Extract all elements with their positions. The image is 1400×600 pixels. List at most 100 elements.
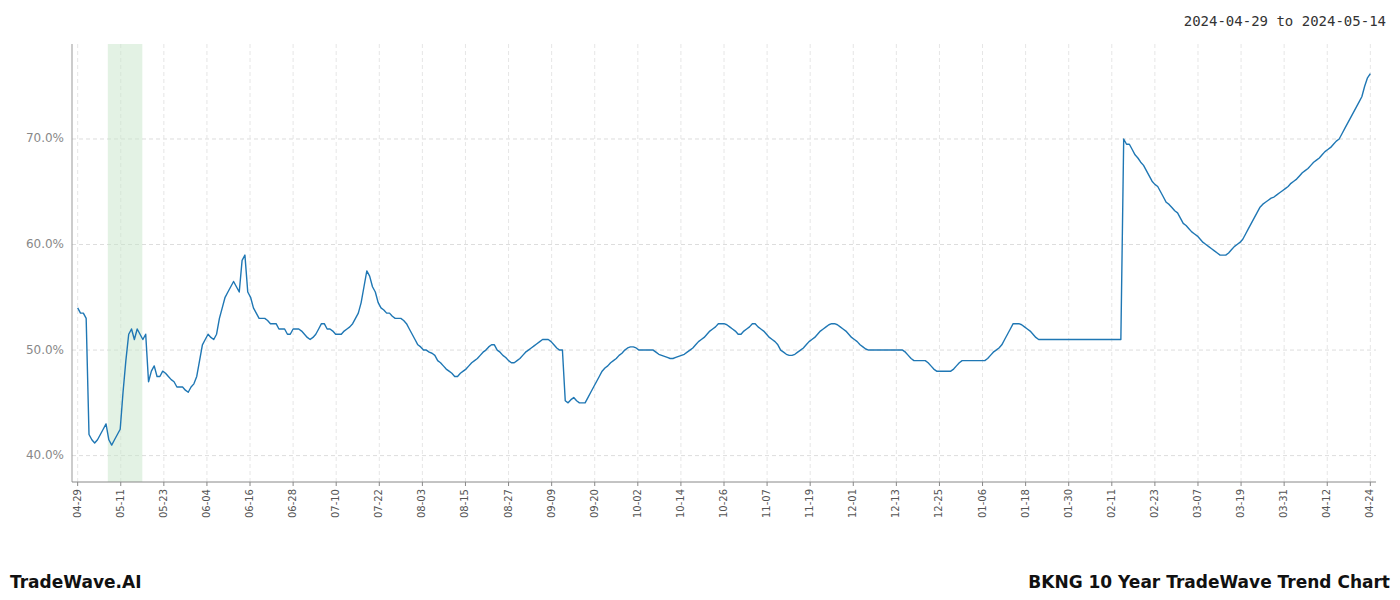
texts: 2024-04-29 to 2024-05-14 BKNG 10 Year Tra… [10, 13, 1390, 592]
x-tick-label: 12-13 [890, 489, 901, 518]
x-tick-label: 06-16 [244, 489, 255, 518]
x-grid-line [982, 44, 983, 482]
x-grid-line [939, 44, 940, 482]
x-tick [680, 482, 681, 486]
y-tick-label: 70.0% [26, 131, 64, 145]
x-grid-line [379, 44, 380, 482]
x-grid-line [1025, 44, 1026, 482]
highlight-band [108, 44, 142, 482]
axes: 40.0%50.0%60.0%70.0%04-2905-1105-2306-04… [26, 44, 1376, 518]
x-grid-line [422, 44, 423, 482]
title: BKNG 10 Year TradeWave Trend Chart [1028, 572, 1390, 592]
x-grid-line [767, 44, 768, 482]
x-grid-line [508, 44, 509, 482]
x-tick-label: 03-07 [1192, 489, 1203, 518]
x-grid-line [1111, 44, 1112, 482]
x-tick [1370, 482, 1371, 486]
x-tick [1327, 482, 1328, 486]
x-tick-label: 10-26 [718, 489, 729, 518]
x-tick [77, 482, 78, 486]
chart: 40.0%50.0%60.0%70.0%04-2905-1105-2306-04… [0, 0, 1400, 600]
x-tick [250, 482, 251, 486]
x-grid-line [1327, 44, 1328, 482]
x-tick-label: 12-01 [847, 489, 858, 518]
grid [72, 44, 1376, 482]
x-grid-line [637, 44, 638, 482]
x-tick-label: 11-07 [761, 489, 772, 518]
x-tick-label: 10-02 [632, 489, 643, 518]
x-tick [896, 482, 897, 486]
x-grid-line [1241, 44, 1242, 482]
x-tick [724, 482, 725, 486]
x-grid-line [1197, 44, 1198, 482]
x-tick-label: 09-09 [546, 489, 557, 518]
x-tick-label: 08-27 [503, 489, 514, 518]
x-tick-label: 05-11 [115, 489, 126, 518]
x-tick [1111, 482, 1112, 486]
x-tick [637, 482, 638, 486]
x-tick [594, 482, 595, 486]
x-tick [465, 482, 466, 486]
x-tick-label: 04-24 [1364, 489, 1375, 518]
x-tick [293, 482, 294, 486]
x-tick-label: 08-15 [459, 489, 470, 518]
x-tick-label: 02-11 [1106, 489, 1117, 518]
x-grid-line [465, 44, 466, 482]
x-tick-label: 01-30 [1063, 489, 1074, 518]
x-grid-line [206, 44, 207, 482]
x-grid-line [163, 44, 164, 482]
x-tick [982, 482, 983, 486]
x-tick [508, 482, 509, 486]
y-axis-line [72, 44, 73, 482]
x-grid-line [594, 44, 595, 482]
x-grid-line [250, 44, 251, 482]
x-tick [1197, 482, 1198, 486]
x-tick [551, 482, 552, 486]
x-tick [939, 482, 940, 486]
trend-line [78, 74, 1371, 446]
background [0, 0, 1400, 600]
x-grid-line [680, 44, 681, 482]
x-grid-line [551, 44, 552, 482]
y-tick-label: 40.0% [26, 448, 64, 462]
x-grid-line [77, 44, 78, 482]
x-grid-line [896, 44, 897, 482]
x-tick [853, 482, 854, 486]
x-tick-label: 01-06 [977, 489, 988, 518]
x-tick [336, 482, 337, 486]
x-tick [163, 482, 164, 486]
x-tick-label: 08-03 [416, 489, 427, 518]
x-tick [1241, 482, 1242, 486]
y-grid-line [72, 455, 1376, 456]
x-tick-label: 10-14 [675, 489, 686, 518]
x-tick-label: 01-18 [1020, 489, 1031, 518]
x-tick [206, 482, 207, 486]
x-tick-label: 05-23 [158, 489, 169, 518]
x-tick-label: 07-10 [330, 489, 341, 518]
plot-area [78, 44, 1371, 482]
x-grid-line [724, 44, 725, 482]
x-tick [810, 482, 811, 486]
x-grid-line [810, 44, 811, 482]
x-tick [767, 482, 768, 486]
x-grid-line [336, 44, 337, 482]
x-tick-label: 02-23 [1149, 489, 1160, 518]
x-grid-line [1284, 44, 1285, 482]
y-grid-line [72, 244, 1376, 245]
subtitle: 2024-04-29 to 2024-05-14 [1184, 13, 1386, 29]
x-tick [1154, 482, 1155, 486]
x-tick-label: 06-04 [201, 489, 212, 518]
x-tick-label: 09-20 [589, 489, 600, 518]
x-grid-line [293, 44, 294, 482]
x-tick [379, 482, 380, 486]
x-tick [422, 482, 423, 486]
x-tick-label: 12-25 [933, 489, 944, 518]
x-grid-line [1370, 44, 1371, 482]
x-grid-line [853, 44, 854, 482]
x-tick [1025, 482, 1026, 486]
x-tick [120, 482, 121, 486]
x-grid-line [1068, 44, 1069, 482]
page: {"chart_data": { "type": "line", "title"… [0, 0, 1400, 600]
x-tick-label: 03-31 [1278, 489, 1289, 518]
x-tick [1284, 482, 1285, 486]
